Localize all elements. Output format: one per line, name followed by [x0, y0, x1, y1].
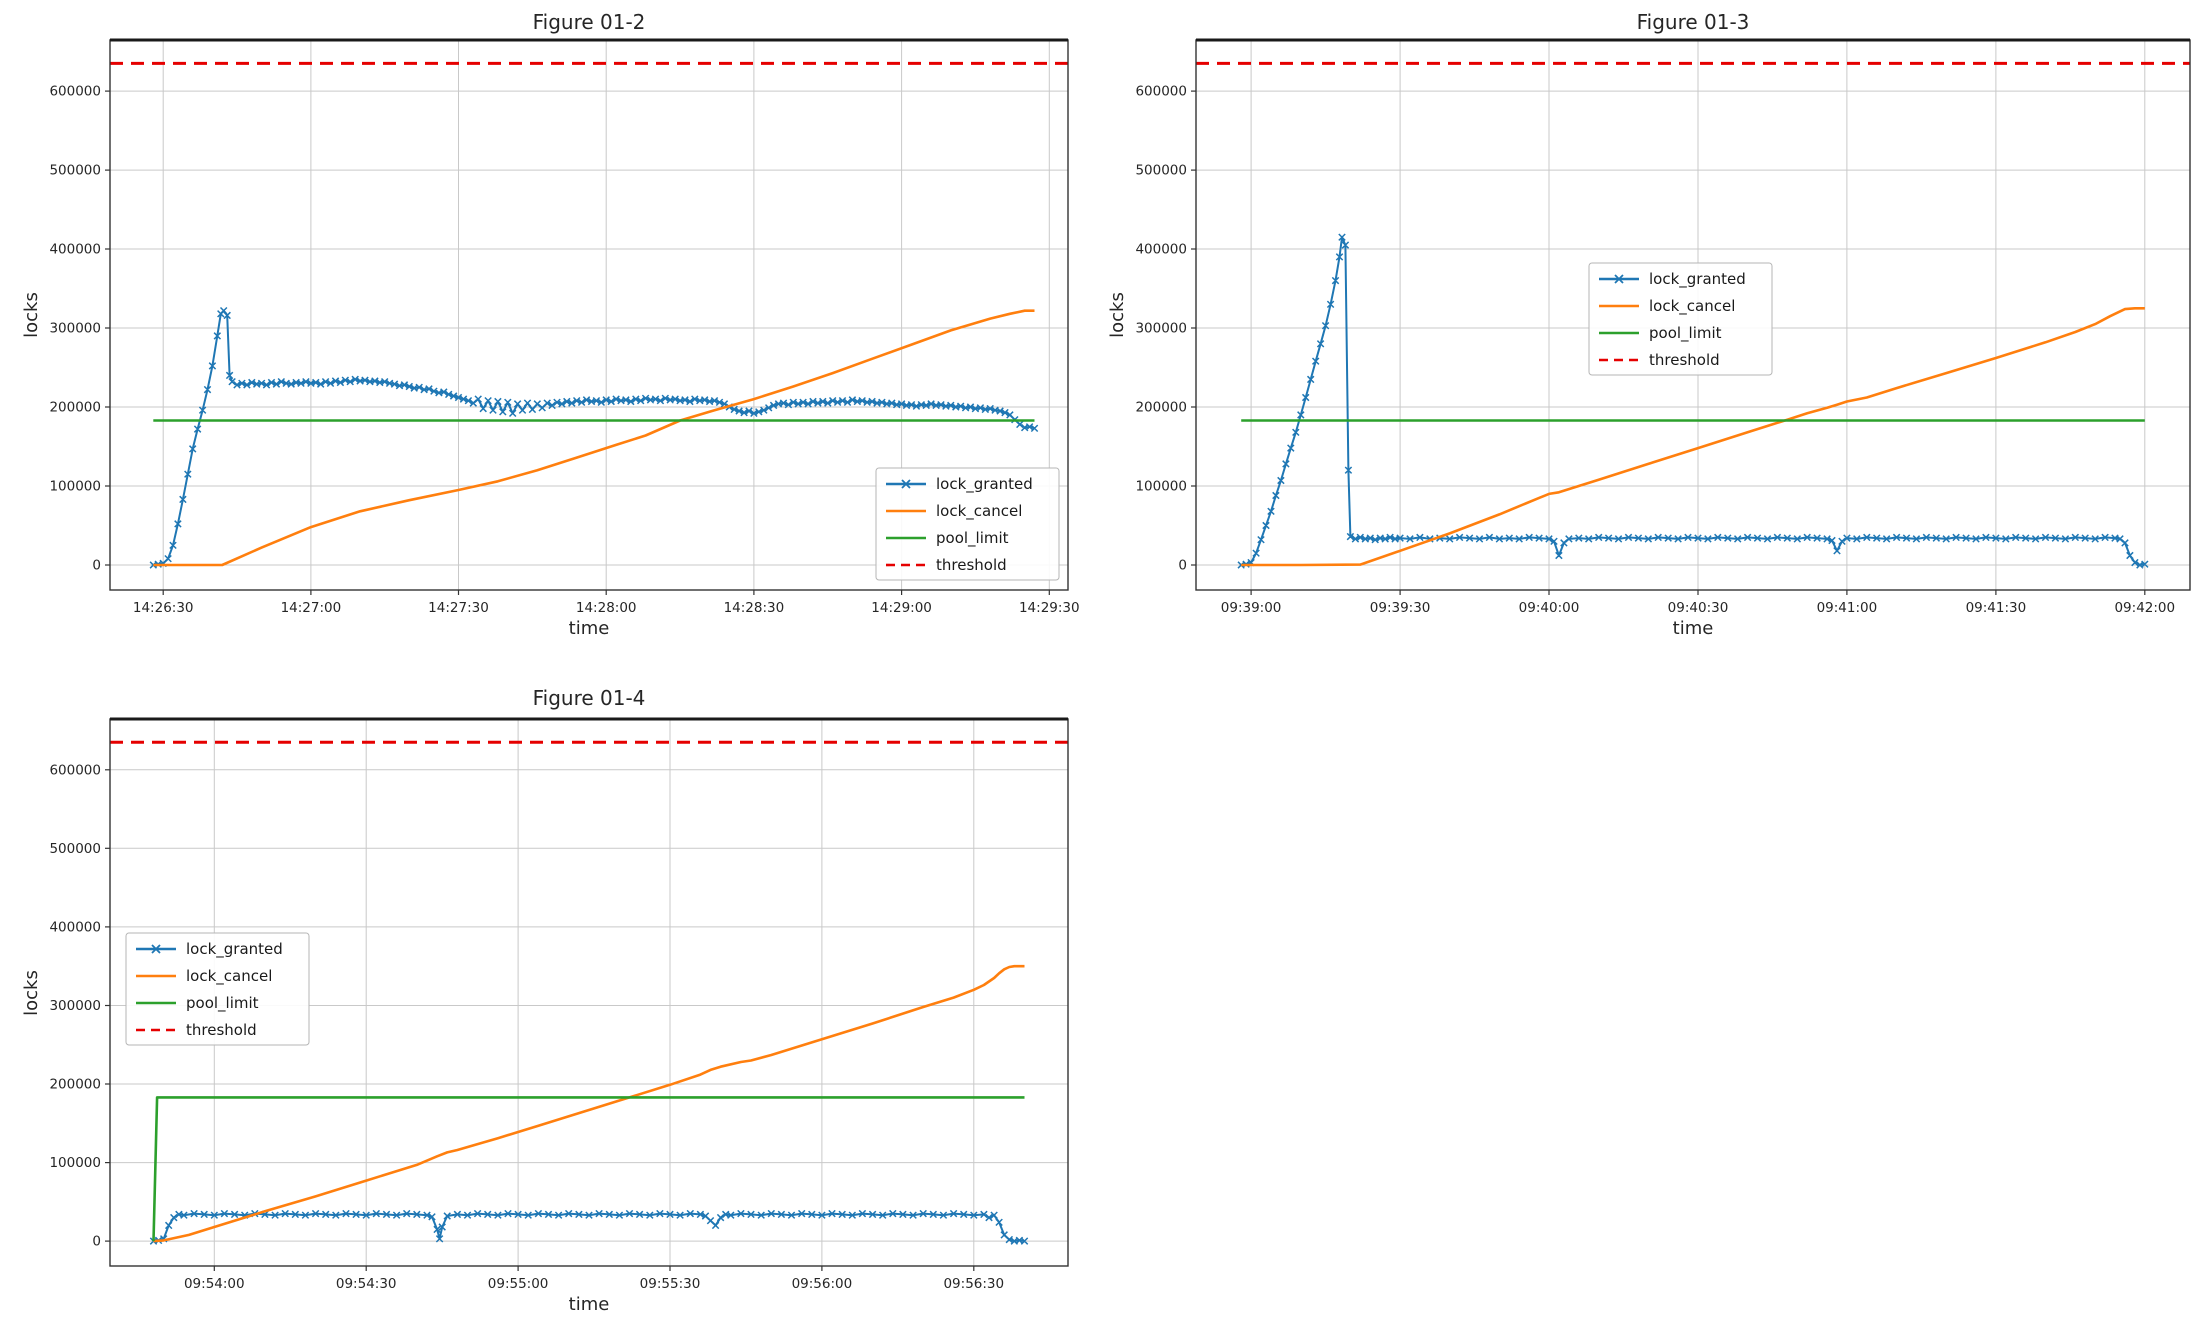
- svg-text:pool_limit: pool_limit: [186, 994, 259, 1013]
- svg-text:600000: 600000: [49, 762, 101, 778]
- svg-text:09:54:00: 09:54:00: [184, 1276, 245, 1292]
- svg-text:09:55:30: 09:55:30: [640, 1276, 701, 1292]
- figure-01-3-xlabel: time: [1672, 618, 1714, 639]
- svg-text:300000: 300000: [1135, 321, 1187, 337]
- svg-text:09:56:00: 09:56:00: [792, 1276, 853, 1292]
- svg-text:14:29:30: 14:29:30: [1019, 600, 1080, 616]
- figure-01-4-xlabel: time: [568, 1294, 610, 1315]
- svg-text:09:40:00: 09:40:00: [1519, 600, 1580, 616]
- svg-text:14:27:30: 14:27:30: [428, 600, 489, 616]
- svg-text:09:41:30: 09:41:30: [1966, 600, 2027, 616]
- svg-text:threshold: threshold: [1649, 351, 1720, 369]
- svg-text:500000: 500000: [49, 163, 101, 179]
- figure-01-3: 09:39:00 09:39:30 09:40:00 09:40:30 09:41:00…: [1100, 0, 2201, 660]
- figure-01-4-plot: 09:54:00 09:54:30 09:55:00 09:55:30 09:56:00…: [49, 717, 1069, 1292]
- svg-text:09:39:00: 09:39:00: [1221, 600, 1282, 616]
- figure-01-3-ylabel: locks: [1107, 292, 1128, 338]
- svg-text:lock_cancel: lock_cancel: [186, 967, 272, 986]
- svg-text:400000: 400000: [1135, 242, 1187, 258]
- svg-text:14:26:30: 14:26:30: [133, 600, 194, 616]
- svg-text:600000: 600000: [49, 84, 101, 100]
- figure-01-3-title: Figure 01-3: [1636, 10, 1750, 34]
- figure-01-4-title: Figure 01-4: [532, 686, 646, 710]
- svg-text:400000: 400000: [49, 919, 101, 935]
- svg-text:14:28:30: 14:28:30: [724, 600, 785, 616]
- svg-text:14:27:00: 14:27:00: [281, 600, 342, 616]
- svg-text:lock_granted: lock_granted: [936, 475, 1033, 494]
- svg-text:09:40:30: 09:40:30: [1668, 600, 1729, 616]
- svg-text:pool_limit: pool_limit: [936, 529, 1009, 548]
- svg-text:300000: 300000: [49, 998, 101, 1014]
- figure-01-4-ylabel: locks: [21, 970, 42, 1016]
- svg-text:lock_cancel: lock_cancel: [1649, 297, 1735, 316]
- figure-01-2-title: Figure 01-2: [532, 10, 646, 34]
- svg-text:09:56:30: 09:56:30: [943, 1276, 1004, 1292]
- svg-text:09:42:00: 09:42:00: [2114, 600, 2175, 616]
- figure-01-2-ylabel: locks: [21, 292, 42, 338]
- svg-text:09:54:30: 09:54:30: [336, 1276, 397, 1292]
- svg-text:100000: 100000: [49, 1155, 101, 1171]
- svg-text:500000: 500000: [1135, 163, 1187, 179]
- svg-text:0: 0: [92, 558, 101, 574]
- figure-01-2-plot: 14:26:30 14:27:00 14:27:30 14:28:00 14:28:30…: [49, 38, 1080, 616]
- svg-text:lock_granted: lock_granted: [1649, 270, 1746, 289]
- svg-text:100000: 100000: [1135, 479, 1187, 495]
- svg-text:14:28:00: 14:28:00: [576, 600, 637, 616]
- svg-text:300000: 300000: [49, 321, 101, 337]
- svg-text:600000: 600000: [1135, 84, 1187, 100]
- svg-text:pool_limit: pool_limit: [1649, 324, 1722, 343]
- svg-text:09:41:00: 09:41:00: [1817, 600, 1878, 616]
- svg-text:0: 0: [1178, 558, 1187, 574]
- svg-text:200000: 200000: [1135, 400, 1187, 416]
- figure-01-4: 09:54:00 09:54:30 09:55:00 09:55:30 09:56:00…: [0, 660, 1100, 1322]
- svg-text:100000: 100000: [49, 479, 101, 495]
- svg-text:threshold: threshold: [936, 556, 1007, 574]
- svg-text:lock_granted: lock_granted: [186, 940, 283, 959]
- svg-text:500000: 500000: [49, 841, 101, 857]
- svg-text:09:55:00: 09:55:00: [488, 1276, 549, 1292]
- figure-01-3-plot: 09:39:00 09:39:30 09:40:00 09:40:30 09:41:00…: [1135, 38, 2191, 616]
- svg-text:200000: 200000: [49, 400, 101, 416]
- svg-text:lock_cancel: lock_cancel: [936, 502, 1022, 521]
- svg-text:09:39:30: 09:39:30: [1370, 600, 1431, 616]
- svg-text:threshold: threshold: [186, 1021, 257, 1039]
- figure-01-2-xlabel: time: [568, 618, 610, 639]
- svg-text:200000: 200000: [49, 1077, 101, 1093]
- figure-01-2: 14:26:30 14:27:00 14:27:30 14:28:00 14:28:30…: [0, 0, 1100, 660]
- svg-text:0: 0: [92, 1234, 101, 1250]
- svg-text:14:29:00: 14:29:00: [871, 600, 932, 616]
- svg-text:400000: 400000: [49, 242, 101, 258]
